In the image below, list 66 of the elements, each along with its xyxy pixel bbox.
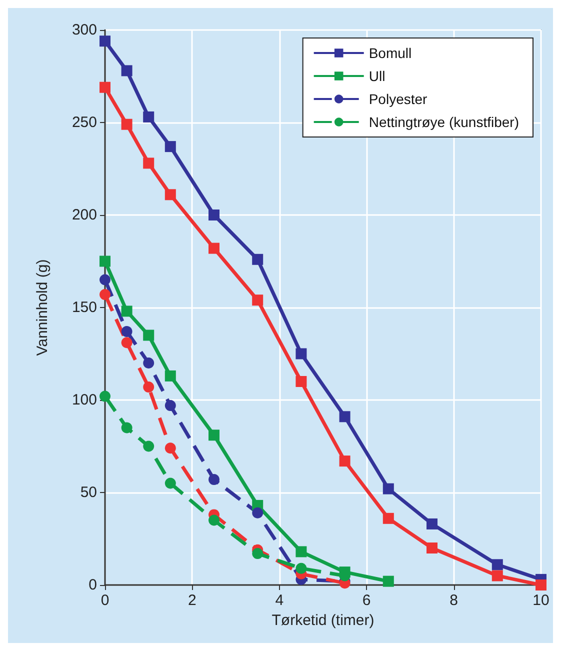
point <box>252 507 264 518</box>
point <box>296 546 307 558</box>
point <box>382 576 394 587</box>
point <box>208 210 220 220</box>
point <box>296 562 307 574</box>
x-tick-label: 10 <box>532 592 550 609</box>
point <box>121 337 132 348</box>
point <box>382 483 394 494</box>
point <box>382 512 394 524</box>
point <box>296 348 307 360</box>
point <box>143 111 154 122</box>
point <box>339 411 350 422</box>
point <box>252 254 264 265</box>
point <box>143 440 154 452</box>
point <box>100 390 110 402</box>
point <box>164 141 176 152</box>
point <box>492 559 503 570</box>
point <box>100 289 110 300</box>
x-axis-title: Tørketid (timer) <box>272 612 374 629</box>
point <box>100 36 110 47</box>
point <box>164 478 176 489</box>
point <box>121 306 132 317</box>
point <box>426 518 438 530</box>
point <box>100 82 110 93</box>
point <box>164 370 176 382</box>
y-tick-label: 50 <box>80 484 97 501</box>
point <box>164 400 176 412</box>
x-tick-label: 6 <box>362 592 371 609</box>
point <box>143 358 154 368</box>
point <box>339 456 350 467</box>
y-axis-title: Vanninhold (g) <box>34 259 51 356</box>
point <box>252 294 264 306</box>
point <box>252 548 264 560</box>
point <box>208 474 220 486</box>
point <box>143 330 154 341</box>
point <box>426 542 438 554</box>
y-tick-label: 300 <box>72 22 97 38</box>
x-tick-label: 0 <box>100 592 110 609</box>
x-tick-label: 4 <box>275 592 284 609</box>
y-tick-label: 200 <box>72 206 97 224</box>
legend-label: Bomull <box>368 45 412 61</box>
point <box>121 118 132 130</box>
point <box>208 242 220 254</box>
y-tick-label: 0 <box>88 576 97 594</box>
point <box>296 376 307 387</box>
point <box>208 514 220 526</box>
point <box>100 256 110 267</box>
point <box>121 65 132 76</box>
y-tick-label: 250 <box>72 114 97 131</box>
point <box>143 158 154 169</box>
x-tick-label: 8 <box>450 592 458 609</box>
point <box>121 326 132 338</box>
point <box>208 430 220 441</box>
point <box>536 580 546 590</box>
x-tick-label: 2 <box>188 592 196 609</box>
point <box>164 442 176 454</box>
point <box>164 189 176 200</box>
y-tick-label: 150 <box>72 299 97 316</box>
point <box>143 382 154 393</box>
legend-label: Polyester <box>368 91 428 107</box>
legend-label: Ull <box>368 68 386 84</box>
point <box>100 274 110 286</box>
point <box>492 570 503 582</box>
point <box>121 422 132 434</box>
y-tick-label: 100 <box>72 392 97 408</box>
legend-label: Nettingtrøye (kunstfiber) <box>368 114 520 130</box>
